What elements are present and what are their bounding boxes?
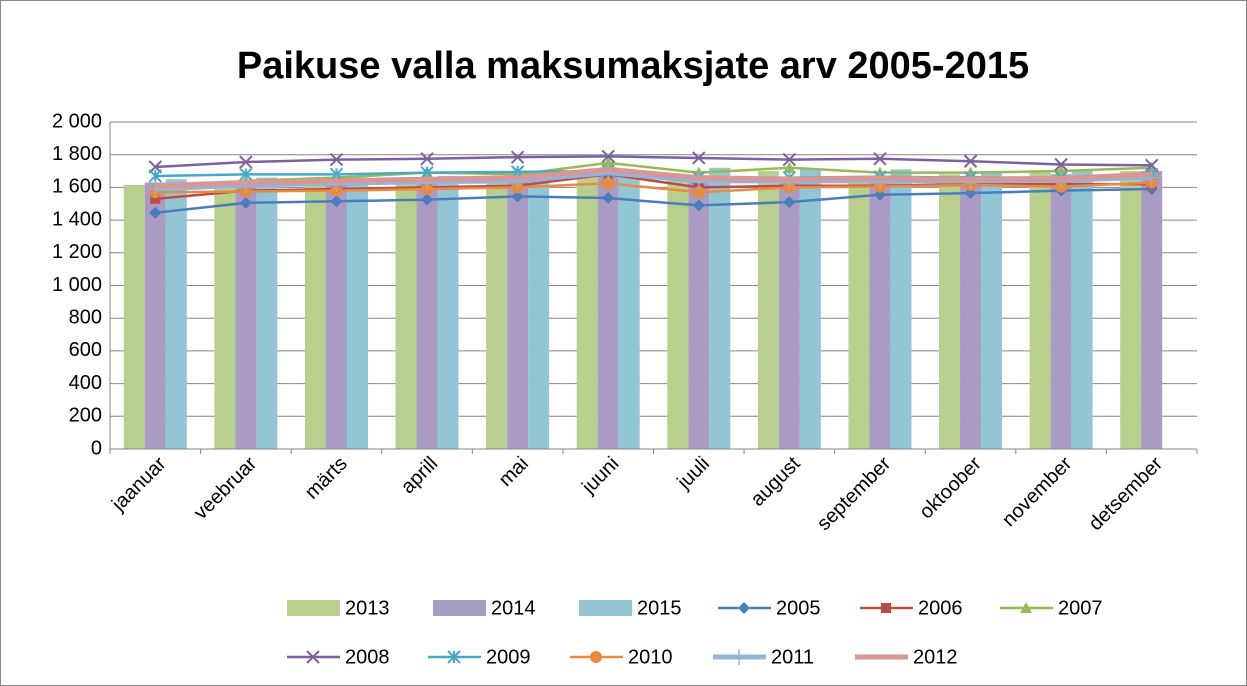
bar [1141,171,1163,450]
bar [618,171,640,450]
legend-label: 2013 [345,597,390,619]
bar [890,169,912,450]
bar [939,174,961,449]
legend-label: 2015 [637,597,682,619]
marker [420,152,434,166]
marker [783,196,796,209]
bar [799,169,821,450]
bar [214,184,236,449]
legend-label: 2010 [628,646,673,668]
y-tick-label: 0 [91,437,102,459]
marker [963,154,978,168]
legend-label: 2005 [776,597,821,619]
marker [733,649,745,665]
bar [778,179,800,449]
bar [144,182,166,449]
marker [602,177,615,190]
y-tick-label: 1 800 [52,143,102,165]
y-tick-label: 600 [69,339,102,361]
bar [528,172,550,449]
y-tick-label: 1 400 [52,208,102,230]
bar [325,180,347,450]
bar [346,177,368,449]
marker [692,151,706,165]
marker [1054,157,1068,172]
legend-swatch [579,600,632,616]
marker [1020,602,1032,613]
bar [1050,174,1072,449]
marker [601,149,615,164]
bar [235,180,257,450]
legend-label: 2006 [918,597,963,619]
y-tick-label: 400 [69,372,102,394]
line [155,166,1152,189]
marker [239,196,252,209]
bar [848,175,870,449]
bar [981,171,1003,450]
y-tick-label: 1 000 [52,274,102,296]
legend-label: 2012 [913,646,958,668]
marker [881,603,891,613]
legend-swatch [287,600,340,616]
bar [437,175,459,449]
marker [602,156,615,168]
bar [667,175,689,449]
marker [148,169,162,183]
marker [510,150,525,164]
bar [304,182,326,449]
bar [416,179,438,449]
marker [590,651,602,663]
bar [165,179,187,449]
marker [150,193,161,204]
legend-swatch [433,600,486,616]
marker [692,199,705,212]
bar [507,177,529,449]
legend-label: 2008 [345,646,390,668]
marker [329,152,344,167]
y-tick-label: 800 [69,306,102,328]
marker [1145,169,1158,186]
marker [149,206,162,219]
line [155,187,1152,214]
bar [1120,171,1142,450]
marker [239,155,253,169]
legend-label: 2009 [486,646,531,668]
y-tick-label: 2 000 [52,110,102,132]
bar [1071,171,1093,450]
bar [486,179,508,449]
bar [123,184,145,449]
bar [709,167,731,449]
chart-title: Paikuse valla maksumaksjate arv 2005-201… [237,45,1029,87]
bar [597,171,619,450]
marker [692,186,705,199]
marker [873,152,887,166]
marker [602,192,615,205]
marker [421,193,434,206]
bar [1029,172,1051,449]
marker [782,152,797,167]
marker [447,650,461,664]
marker [783,161,796,173]
legend-label: 2014 [491,597,536,619]
bar [869,177,891,449]
bar [757,171,779,450]
line [155,161,1152,189]
y-tick-label: 200 [69,405,102,427]
y-tick-label: 1 600 [52,176,102,198]
line [155,181,1152,194]
marker [511,190,524,203]
marker [330,195,343,208]
line [155,155,1152,169]
marker [306,650,320,664]
bar [688,182,710,449]
bar [960,175,982,449]
marker [738,602,750,614]
legend-label: 2011 [771,646,814,668]
legend-label: 2007 [1058,597,1103,619]
bar [395,180,417,450]
y-tick-label: 1 200 [52,241,102,263]
bar [576,172,598,449]
bar [256,177,278,449]
